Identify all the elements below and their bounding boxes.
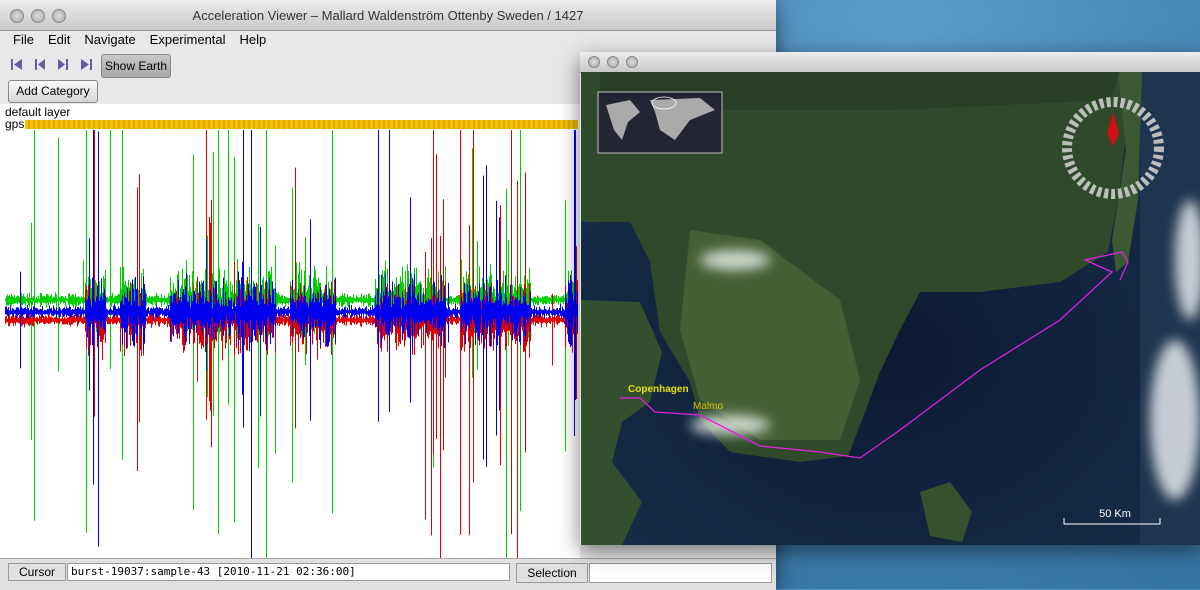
satellite-map[interactable]: Copenhagen Malmo 50 Km bbox=[581, 72, 1200, 545]
layer-label: gps bbox=[5, 117, 25, 131]
menu-item[interactable]: File bbox=[13, 32, 34, 47]
zoom-button[interactable] bbox=[626, 56, 638, 68]
signal-trace bbox=[5, 130, 578, 558]
next-button[interactable] bbox=[58, 59, 68, 70]
menu-bar: File Edit Navigate Experimental Help bbox=[8, 32, 275, 50]
acceleration-traces bbox=[5, 130, 578, 558]
add-category-button[interactable]: Add Category bbox=[8, 80, 98, 103]
city-label: Copenhagen bbox=[628, 384, 689, 395]
layer-label: default layer bbox=[5, 105, 71, 119]
world-overview[interactable] bbox=[597, 91, 723, 154]
last-button[interactable] bbox=[81, 59, 92, 70]
gps-track bbox=[620, 251, 1129, 459]
menu-item[interactable]: Help bbox=[239, 32, 267, 47]
forest bbox=[600, 72, 1120, 110]
status-bar: Cursor burst-19037:sample-43 [2010-11-21… bbox=[0, 558, 776, 590]
compass[interactable] bbox=[1062, 97, 1164, 199]
scale-label: 50 Km bbox=[1099, 508, 1131, 520]
scale-bar: 50 Km bbox=[1063, 508, 1161, 525]
minimize-button[interactable] bbox=[607, 56, 619, 68]
signal-trace bbox=[5, 130, 578, 558]
minimize-button[interactable] bbox=[31, 9, 45, 23]
nav-toolbar bbox=[11, 59, 92, 70]
zoom-button[interactable] bbox=[52, 9, 66, 23]
land-oland bbox=[1112, 72, 1142, 272]
first-button[interactable] bbox=[11, 59, 22, 70]
city-label: Malmo bbox=[693, 401, 723, 412]
title-bar: Acceleration Viewer – Mallard Waldenströ… bbox=[0, 0, 776, 31]
close-button[interactable] bbox=[588, 56, 600, 68]
earth-window: Copenhagen Malmo 50 Km bbox=[580, 52, 1200, 545]
clouds bbox=[690, 200, 1200, 500]
land-bornholm bbox=[920, 482, 972, 542]
plot-area: default layer gps bbox=[0, 104, 580, 558]
selection-label: Selection bbox=[516, 563, 588, 583]
window-title: Acceleration Viewer – Mallard Waldenströ… bbox=[192, 8, 584, 23]
menu-item[interactable]: Navigate bbox=[84, 32, 136, 47]
land-zealand bbox=[581, 300, 662, 545]
cursor-label: Cursor bbox=[8, 563, 66, 581]
menu-item[interactable]: Experimental bbox=[149, 32, 226, 47]
title-bar bbox=[580, 52, 1200, 73]
close-button[interactable] bbox=[10, 9, 24, 23]
menu-item[interactable]: Edit bbox=[47, 32, 71, 47]
cursor-field[interactable]: burst-19037:sample-43 [2010-11-21 02:36:… bbox=[67, 563, 510, 581]
gps-band bbox=[25, 120, 578, 129]
prev-button[interactable] bbox=[35, 59, 45, 70]
farmland bbox=[680, 230, 860, 440]
selection-field[interactable] bbox=[589, 563, 772, 583]
show-earth-button[interactable]: Show Earth bbox=[101, 54, 171, 78]
